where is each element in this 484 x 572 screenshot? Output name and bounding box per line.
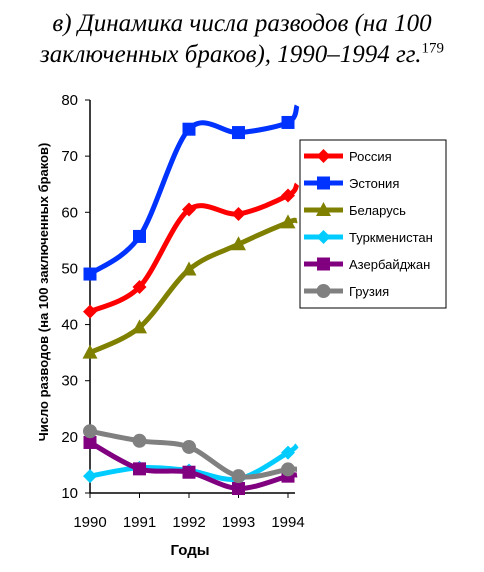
data-point-marker bbox=[182, 122, 196, 136]
y-tick-label: 20 bbox=[61, 429, 78, 446]
data-point-marker bbox=[182, 202, 196, 217]
data-point-marker bbox=[132, 279, 147, 294]
x-tick-label: 1992 bbox=[172, 514, 205, 531]
x-tick-label: 1993 bbox=[222, 514, 255, 531]
legend-swatch-marker bbox=[316, 230, 331, 244]
data-point-marker bbox=[232, 482, 245, 496]
y-tick-label: 10 bbox=[61, 485, 78, 502]
legend-item: Беларусь bbox=[304, 202, 406, 218]
chart-title-line-2-text: заключенных браков), 1990–1994 гг. bbox=[40, 41, 422, 68]
chart-title-line-1: в) Динамика числа разводов (на 100 bbox=[52, 10, 432, 37]
x-tick-label: 1990 bbox=[73, 514, 106, 531]
series-line bbox=[88, 217, 298, 355]
legend-label: Беларусь bbox=[349, 203, 406, 218]
data-point-marker bbox=[83, 424, 97, 439]
data-point-marker bbox=[281, 188, 295, 203]
data-point-marker bbox=[83, 469, 97, 484]
legend-label: Россия bbox=[349, 149, 392, 164]
y-tick-label: 70 bbox=[61, 148, 78, 165]
legend-swatch-marker bbox=[317, 257, 330, 271]
legend-swatch-marker bbox=[317, 176, 330, 190]
data-point-marker bbox=[232, 126, 245, 140]
series-1 bbox=[83, 182, 300, 319]
data-point-marker bbox=[231, 206, 246, 221]
data-point-marker bbox=[281, 445, 295, 460]
footnote-mark: 179 bbox=[421, 40, 444, 57]
y-tick-label: 40 bbox=[61, 317, 78, 334]
legend-item: Азербайджан bbox=[304, 257, 430, 272]
chart-title-line-2: заключенных браков), 1990–1994 гг.179 bbox=[0, 39, 484, 70]
legend-box bbox=[299, 139, 447, 309]
data-point-marker bbox=[132, 319, 147, 334]
data-point-marker bbox=[133, 229, 146, 243]
legend-label: Азербайджан bbox=[349, 257, 430, 272]
data-point-marker bbox=[281, 115, 295, 129]
series-line bbox=[88, 182, 300, 314]
data-point-marker bbox=[281, 462, 295, 477]
legend-label: Эстония bbox=[349, 176, 399, 191]
legend-label: Туркменистан bbox=[349, 230, 433, 245]
x-tick-label: 1994 bbox=[271, 514, 304, 531]
data-point-marker bbox=[182, 439, 196, 454]
y-axis-label: Число разводов (на 100 заключенных брако… bbox=[36, 143, 51, 442]
series-6 bbox=[83, 424, 298, 484]
data-point-marker bbox=[83, 304, 97, 319]
legend: Россия Эстония Беларусь Туркменистан Азербай… bbox=[299, 139, 447, 309]
x-axis-label: Годы bbox=[170, 542, 209, 559]
y-tick-label: 80 bbox=[61, 92, 78, 109]
data-point-marker bbox=[231, 236, 246, 251]
data-point-marker bbox=[182, 465, 196, 479]
data-point-marker bbox=[82, 344, 98, 359]
legend-swatch-marker bbox=[316, 284, 331, 298]
y-tick-label: 50 bbox=[61, 260, 78, 277]
x-tick-label: 1991 bbox=[123, 514, 156, 531]
data-point-marker bbox=[280, 214, 296, 229]
data-point-marker bbox=[83, 267, 97, 281]
legend-swatch-marker bbox=[316, 202, 331, 216]
data-point-marker bbox=[231, 469, 246, 484]
legend-item: Россия bbox=[304, 149, 392, 164]
series-2 bbox=[83, 104, 300, 281]
legend-label: Грузия bbox=[349, 284, 389, 299]
legend-item: Эстония bbox=[304, 176, 399, 191]
chart-title: в) Динамика числа разводов (на 100 заклю… bbox=[0, 8, 484, 70]
series-layer bbox=[82, 104, 300, 496]
legend-item: Грузия bbox=[304, 284, 389, 299]
data-point-marker bbox=[133, 462, 146, 476]
legend-item: Туркменистан bbox=[304, 230, 433, 245]
y-tick-label: 60 bbox=[61, 204, 78, 221]
axes: 10 20 30 40 50 60 70 80 1990 1991 1992 1993 1994 bbox=[61, 92, 304, 531]
series-3 bbox=[82, 214, 298, 359]
data-point-marker bbox=[181, 261, 197, 276]
data-point-marker bbox=[132, 433, 147, 448]
data-point-marker bbox=[83, 435, 97, 449]
y-tick-label: 30 bbox=[61, 373, 78, 390]
legend-swatch-marker bbox=[316, 149, 331, 163]
